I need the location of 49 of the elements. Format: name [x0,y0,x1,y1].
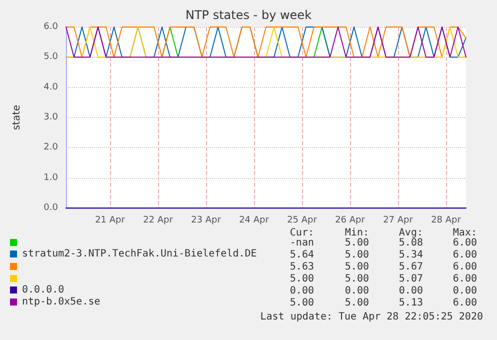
text: 5.00 [344,274,369,284]
legend-label: stratum2-3.NTP.TechFak.Uni-Bielefeld.DE [22,248,257,260]
x-tick-label: 21 Apr [95,216,126,226]
text: 0.00 [290,286,314,296]
x-tick-label: 25 Apr [287,216,318,226]
text: 0.00 [344,286,369,296]
text: Max: [452,228,477,238]
chart-title: NTP states - by week [185,8,312,22]
text: 5.08 [398,238,423,248]
y-tick-label: 3.0 [44,112,58,122]
text: 6.00 [452,274,477,284]
y-tick-label: 0.0 [44,203,58,213]
text: Min: [344,228,369,238]
y-axis-title: state [12,104,22,130]
text: 0.00 [452,286,477,296]
text: 5.00 [290,274,314,284]
text: 5.00 [344,262,369,272]
text: 5.00 [344,238,369,248]
y-tick-label: 5.0 [44,52,58,62]
text: Avg: [398,228,423,238]
text: 6.00 [452,250,477,260]
text: 5.07 [398,274,423,284]
y-tick-label: 2.0 [44,142,58,153]
text: 5.00 [344,250,369,260]
text: 5.00 [290,298,314,308]
y-tick-label: 1.0 [44,172,58,183]
text: -nan [290,238,314,248]
x-tick-label: 26 Apr [335,216,366,226]
text: 5.64 [290,250,314,260]
x-tick-label: 23 Apr [191,216,222,226]
text: 5.63 [290,262,314,272]
x-tick-label: 27 Apr [383,216,414,226]
x-tick-label: 24 Apr [239,216,270,226]
text: Cur: [290,228,314,238]
text: 6.00 [452,298,477,308]
x-tick-label: 28 Apr [431,216,462,226]
text: 5.67 [398,262,423,272]
legend-label: 0.0.0.0 [22,284,64,296]
y-tick-label: 4.0 [44,82,58,92]
x-tick-label: 22 Apr [143,216,174,226]
text: 6.00 [452,238,477,248]
text: Last update: Tue Apr 28 22:05:25 2020 [260,312,483,322]
text: 5.34 [398,250,423,260]
text: 6.00 [452,262,477,272]
text: 0.00 [398,286,423,296]
text: 5.00 [344,298,369,308]
text: 5.13 [398,298,423,308]
y-tick-label: 6.0 [44,22,58,32]
legend-label: ntp-b.0x5e.se [22,296,100,308]
